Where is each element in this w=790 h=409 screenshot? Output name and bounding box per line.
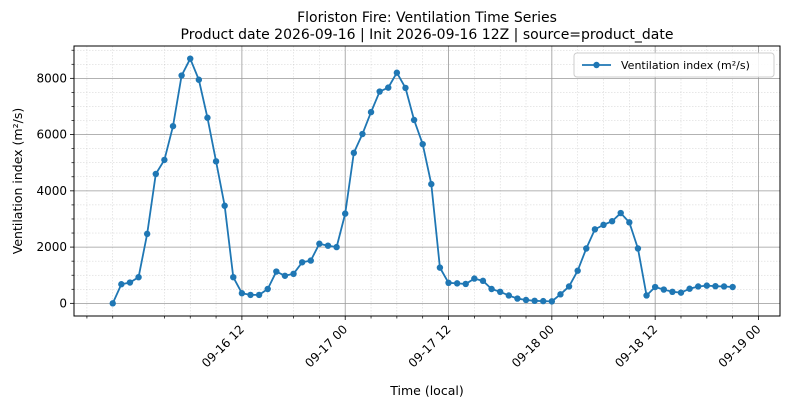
- data-point: [273, 268, 280, 275]
- x-tick-label: 09-18 00: [509, 322, 557, 370]
- data-point: [522, 296, 530, 304]
- data-point: [187, 55, 194, 62]
- data-point: [402, 84, 409, 92]
- data-point: [410, 116, 418, 124]
- x-tick-label: 09-17 00: [302, 322, 350, 370]
- y-tick-label: 0: [59, 296, 67, 310]
- data-point: [367, 108, 375, 116]
- data-point: [514, 295, 521, 302]
- x-tick-label: 09-19 00: [716, 322, 764, 370]
- data-point: [324, 242, 332, 249]
- data-point: [496, 288, 504, 296]
- data-point: [479, 277, 487, 285]
- y-tick-label: 4000: [36, 184, 67, 198]
- data-point: [712, 282, 719, 290]
- data-point: [436, 264, 444, 271]
- x-axis-label: Time (local): [389, 383, 463, 398]
- data-point: [608, 218, 616, 225]
- data-point: [540, 297, 547, 305]
- data-point: [677, 289, 685, 296]
- data-point: [290, 270, 297, 278]
- data-point: [204, 114, 211, 121]
- data-point: [135, 273, 142, 281]
- data-point: [453, 280, 461, 287]
- series-layer: [109, 55, 736, 307]
- data-point: [281, 272, 289, 279]
- data-point: [428, 180, 435, 188]
- data-point: [238, 290, 246, 297]
- data-point: [471, 275, 478, 282]
- y-tick-label: 8000: [36, 71, 67, 85]
- data-point: [669, 288, 676, 296]
- data-point: [720, 283, 728, 290]
- chart-title: Floriston Fire: Ventilation Time Series: [297, 10, 557, 26]
- major-grid: [74, 46, 780, 316]
- data-point: [126, 279, 134, 286]
- data-point: [169, 122, 177, 130]
- data-point: [651, 283, 659, 291]
- minor-grid: [74, 46, 780, 316]
- data-point: [565, 283, 573, 290]
- data-point: [695, 283, 702, 290]
- legend-entry-label: Ventilation index (m²/s): [621, 59, 750, 72]
- plot-frame: [73, 45, 781, 317]
- data-point: [660, 286, 667, 293]
- data-point: [583, 245, 590, 252]
- data-point: [505, 292, 512, 299]
- y-tick-label: 2000: [36, 240, 67, 254]
- data-point: [178, 72, 185, 79]
- data-point: [557, 291, 564, 298]
- y-axis-ticks: 0 2000 4000 6000 8000: [36, 49, 74, 310]
- data-point: [255, 291, 263, 299]
- data-point: [359, 130, 366, 138]
- data-point: [152, 170, 159, 178]
- data-point: [109, 300, 116, 307]
- data-point: [703, 282, 711, 289]
- data-point: [376, 88, 383, 95]
- data-point: [195, 76, 203, 83]
- data-point: [264, 285, 271, 293]
- data-point: [488, 285, 495, 293]
- data-point: [591, 226, 599, 233]
- data-point: [298, 259, 306, 266]
- data-point: [643, 292, 650, 299]
- data-point: [445, 279, 452, 287]
- data-point: [419, 140, 426, 148]
- chart-subtitle: Product date 2026-09-16 | Init 2026-09-1…: [181, 27, 674, 43]
- data-point: [307, 257, 314, 264]
- data-point: [686, 285, 693, 292]
- legend-box: [573, 52, 775, 78]
- data-point: [626, 219, 633, 226]
- data-point: [574, 267, 581, 274]
- x-axis-ticks: 09-16 12 09-17 00 09-17 12 09-18 00 09-18 12…: [86, 316, 764, 370]
- data-point: [212, 158, 220, 165]
- data-point: [342, 210, 349, 217]
- data-point: [393, 69, 401, 76]
- data-point: [333, 243, 340, 251]
- data-point: [316, 240, 323, 247]
- data-point: [118, 281, 125, 288]
- data-point: [600, 221, 607, 229]
- data-point: [350, 149, 358, 157]
- data-point: [462, 280, 469, 288]
- legend: Ventilation index (m²/s): [573, 52, 775, 78]
- data-point: [617, 209, 624, 217]
- data-point: [548, 298, 556, 305]
- x-tick-label: 09-17 12: [406, 322, 454, 370]
- data-point: [385, 84, 392, 91]
- y-tick-label: 6000: [36, 128, 67, 142]
- data-point: [161, 156, 168, 164]
- x-tick-label: 09-16 12: [199, 322, 247, 370]
- x-tick-label: 09-18 12: [612, 322, 660, 370]
- data-point: [634, 245, 642, 252]
- y-axis-label: Ventilation index (m²/s): [10, 108, 25, 254]
- data-point: [230, 273, 237, 281]
- data-point: [729, 283, 736, 291]
- data-point: [247, 291, 254, 299]
- legend-marker: [593, 61, 600, 69]
- data-point: [143, 230, 151, 238]
- data-point: [221, 202, 228, 209]
- data-point: [531, 297, 538, 305]
